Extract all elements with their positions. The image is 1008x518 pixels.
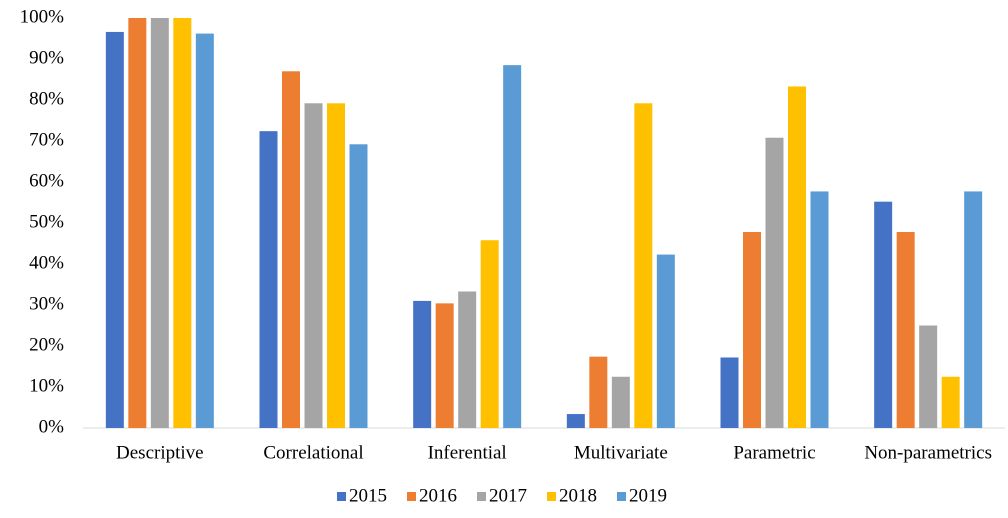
- legend-label: 2017: [489, 485, 527, 506]
- bar: [919, 325, 938, 428]
- legend-swatch: [477, 492, 486, 501]
- y-tick-label: 40%: [29, 252, 64, 273]
- legend-label: 2019: [629, 485, 667, 506]
- bar: [304, 103, 323, 428]
- bar: [788, 86, 806, 428]
- bar: [810, 191, 829, 428]
- legend-label: 2015: [349, 485, 387, 506]
- bar: [896, 232, 915, 428]
- bar: [128, 18, 147, 428]
- bar: [589, 356, 608, 428]
- bar: [105, 31, 124, 428]
- x-tick-label: Correlational: [263, 442, 363, 463]
- x-tick-label: Non-parametrics: [864, 442, 992, 463]
- bar: [743, 232, 761, 428]
- bar: [964, 191, 983, 428]
- legend-swatch: [407, 492, 416, 501]
- y-tick-label: 80%: [29, 88, 64, 109]
- bar: [282, 71, 300, 429]
- bar: [413, 300, 432, 428]
- bar: [349, 144, 368, 428]
- y-tick-label: 50%: [29, 211, 64, 232]
- bar: [150, 18, 169, 428]
- y-tick-label: 10%: [29, 375, 64, 396]
- y-tick-label: 100%: [20, 6, 65, 27]
- bar: [874, 201, 893, 428]
- x-tick-label: Multivariate: [574, 442, 668, 463]
- legend-swatch: [617, 492, 626, 501]
- bar: [435, 303, 454, 428]
- y-tick-label: 20%: [29, 334, 64, 355]
- y-tick-label: 60%: [29, 170, 64, 191]
- bar: [634, 103, 653, 428]
- bar: [566, 414, 585, 428]
- bar: [941, 376, 960, 428]
- y-tick-label: 30%: [29, 293, 64, 314]
- bar: [503, 65, 522, 429]
- legend-swatch: [547, 492, 556, 501]
- legend-label: 2016: [419, 485, 457, 506]
- bar: [195, 33, 214, 429]
- bar: [480, 240, 499, 428]
- legend-swatch: [337, 492, 346, 501]
- bar: [720, 357, 739, 428]
- legend-label: 2018: [559, 485, 597, 506]
- y-tick-label: 70%: [29, 129, 64, 150]
- x-tick-label: Descriptive: [116, 442, 204, 463]
- bar: [327, 103, 345, 428]
- bar: [458, 291, 477, 428]
- bar: [765, 137, 784, 428]
- y-tick-label: 0%: [39, 416, 65, 437]
- bar: [611, 376, 630, 428]
- bar: [656, 254, 675, 428]
- bar: [259, 131, 278, 428]
- x-tick-label: Parametric: [733, 442, 815, 463]
- bar: [173, 18, 192, 428]
- x-tick-label: Inferential: [428, 442, 507, 463]
- y-tick-label: 90%: [29, 47, 64, 68]
